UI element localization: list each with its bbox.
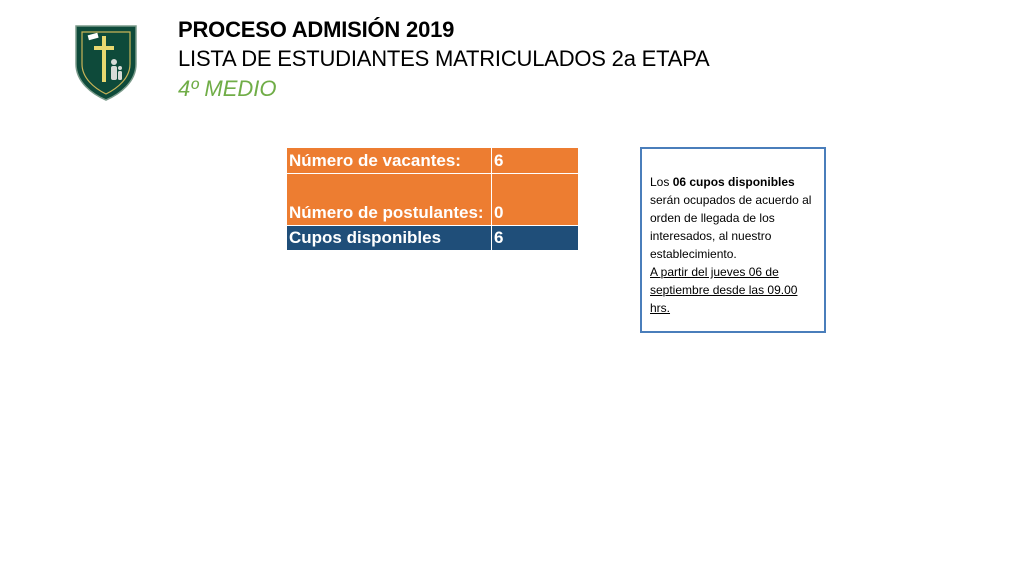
- page-subtitle: LISTA DE ESTUDIANTES MATRICULADOS 2a ETA…: [178, 46, 710, 71]
- available-spots-label: Cupos disponibles: [286, 225, 492, 251]
- vacancies-label: Número de vacantes:: [286, 147, 492, 174]
- school-shield-cross-icon: [75, 25, 137, 101]
- grade-level: 4º MEDIO: [178, 76, 277, 101]
- note-text-bold: 06 cupos disponibles: [672, 175, 795, 189]
- available-spots-value: 6: [491, 225, 579, 251]
- note-text-post: serán ocupados de acuerdo al orden de ll…: [650, 193, 812, 261]
- table-row: Número de vacantes: 6: [286, 147, 579, 174]
- note-schedule: A partir del jueves 06 de septiembre des…: [650, 265, 798, 315]
- stats-table: Número de vacantes: 6 Número de postulan…: [286, 147, 579, 251]
- note-text-pre: Los: [650, 175, 673, 189]
- info-note-box: Los 06 cupos disponibles serán ocupados …: [640, 147, 826, 333]
- page-title: PROCESO ADMISIÓN 2019: [178, 17, 455, 42]
- page-header: PROCESO ADMISIÓN 2019 LISTA DE ESTUDIANT…: [178, 16, 710, 104]
- table-row: Número de postulantes: 0: [286, 173, 579, 226]
- table-row: Cupos disponibles 6: [286, 225, 579, 251]
- applicants-value: 0: [491, 173, 579, 226]
- applicants-label: Número de postulantes:: [286, 173, 492, 226]
- school-logo: [74, 24, 138, 102]
- vacancies-value: 6: [491, 147, 579, 174]
